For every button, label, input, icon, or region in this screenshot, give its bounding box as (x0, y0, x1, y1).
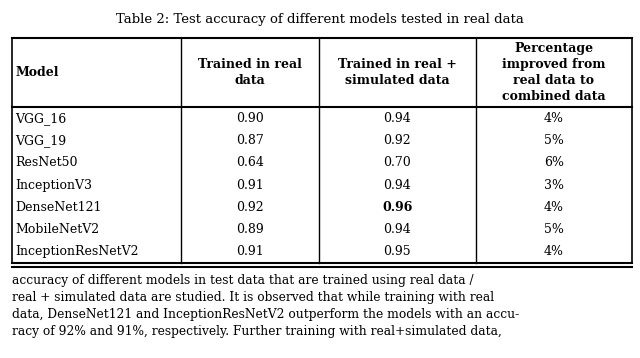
Text: 0.87: 0.87 (236, 134, 264, 147)
Text: 0.70: 0.70 (383, 156, 411, 169)
Text: 0.89: 0.89 (236, 223, 264, 236)
Text: 0.94: 0.94 (383, 179, 411, 192)
Text: 0.96: 0.96 (382, 201, 412, 214)
Text: 0.92: 0.92 (383, 134, 411, 147)
Text: 4%: 4% (544, 201, 564, 214)
Text: accuracy of different models in test data that are trained using real data /
rea: accuracy of different models in test dat… (12, 274, 519, 338)
Text: 0.94: 0.94 (383, 112, 411, 125)
Text: 3%: 3% (544, 179, 564, 192)
Text: 0.91: 0.91 (236, 179, 264, 192)
Text: VGG_19: VGG_19 (15, 134, 67, 147)
Text: 5%: 5% (544, 134, 564, 147)
Text: 0.92: 0.92 (236, 201, 264, 214)
Text: 5%: 5% (544, 223, 564, 236)
Text: Trained in real
data: Trained in real data (198, 58, 302, 87)
Text: 0.64: 0.64 (236, 156, 264, 169)
Text: 0.94: 0.94 (383, 223, 411, 236)
Text: InceptionV3: InceptionV3 (15, 179, 92, 192)
Text: 0.91: 0.91 (236, 245, 264, 258)
Text: 4%: 4% (544, 245, 564, 258)
Text: 0.90: 0.90 (236, 112, 264, 125)
Text: VGG_16: VGG_16 (15, 112, 67, 125)
Text: 4%: 4% (544, 112, 564, 125)
Text: ResNet50: ResNet50 (15, 156, 78, 169)
Text: Percentage
improved from
real data to
combined data: Percentage improved from real data to co… (502, 42, 605, 103)
Text: DenseNet121: DenseNet121 (15, 201, 102, 214)
Text: Model: Model (15, 66, 59, 79)
Text: MobileNetV2: MobileNetV2 (15, 223, 99, 236)
Text: 6%: 6% (544, 156, 564, 169)
Text: InceptionResNetV2: InceptionResNetV2 (15, 245, 139, 258)
Text: 0.95: 0.95 (383, 245, 411, 258)
Text: Trained in real +
simulated data: Trained in real + simulated data (338, 58, 456, 87)
Text: Table 2: Test accuracy of different models tested in real data: Table 2: Test accuracy of different mode… (116, 13, 524, 25)
